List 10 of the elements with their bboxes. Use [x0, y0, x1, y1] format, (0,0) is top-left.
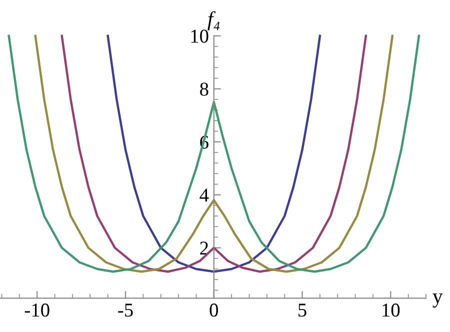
- x-tick-label: 0: [210, 304, 218, 317]
- x-tick-label: -5: [118, 304, 133, 317]
- x-axis-title: y: [432, 294, 443, 308]
- y-tick-label: 8: [200, 82, 208, 96]
- x-tick-label: -10: [24, 304, 50, 317]
- y-tick-label: 10: [191, 30, 208, 43]
- x-tick-label: 5: [298, 304, 306, 317]
- x-tick-label: 10: [382, 304, 400, 317]
- y-axis-title: f₄: [208, 11, 220, 30]
- y-tick-label: 4: [200, 188, 209, 202]
